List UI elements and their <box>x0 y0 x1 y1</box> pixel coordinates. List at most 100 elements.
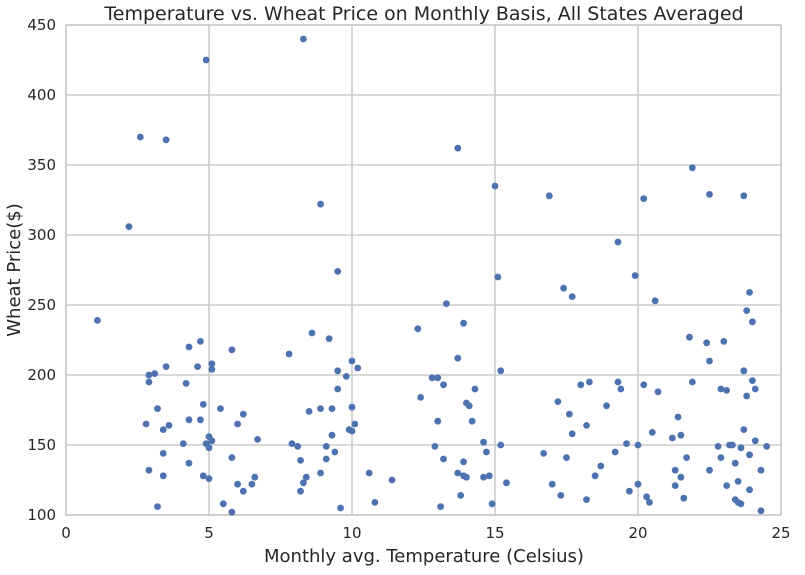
data-point <box>483 448 490 456</box>
data-point <box>706 191 713 198</box>
y-tick-label: 100 <box>27 506 56 524</box>
y-tick-label: 450 <box>27 16 56 34</box>
data-point <box>611 448 619 456</box>
data-point <box>125 223 133 231</box>
chart-title: Temperature vs. Wheat Price on Monthly B… <box>103 3 743 25</box>
data-point <box>159 472 167 480</box>
data-point <box>568 430 576 438</box>
data-point <box>654 388 662 396</box>
x-axis-ticks: 0 5 10 15 20 25 <box>61 524 790 542</box>
data-point <box>136 133 144 141</box>
data-point <box>731 459 739 467</box>
data-point <box>434 417 442 425</box>
data-point <box>202 56 210 64</box>
data-point <box>334 385 342 393</box>
data-point <box>417 394 425 401</box>
data-point <box>299 35 307 43</box>
data-point <box>440 455 447 463</box>
data-point <box>414 325 422 333</box>
data-point <box>205 444 213 452</box>
data-point <box>440 381 447 389</box>
data-point <box>749 377 756 384</box>
data-point <box>334 268 342 275</box>
data-point <box>488 500 496 508</box>
data-point <box>706 466 713 474</box>
data-point <box>342 373 350 380</box>
data-point <box>545 192 553 200</box>
data-point <box>757 466 765 474</box>
data-point <box>563 454 570 461</box>
data-point <box>717 385 725 393</box>
data-point <box>208 360 216 368</box>
data-point <box>540 450 548 457</box>
data-point <box>317 405 324 412</box>
data-point <box>751 385 759 393</box>
data-point <box>626 487 633 495</box>
data-point <box>199 401 207 408</box>
data-point <box>723 387 731 394</box>
data-point <box>308 329 316 337</box>
data-point <box>328 431 336 439</box>
data-point <box>217 405 224 412</box>
data-point <box>248 480 256 488</box>
data-point <box>299 479 307 487</box>
y-tick-label: 300 <box>27 226 56 244</box>
y-tick-label: 250 <box>27 296 56 314</box>
x-tick-label: 20 <box>628 524 647 542</box>
y-tick-label: 150 <box>27 436 56 454</box>
data-point <box>142 420 150 428</box>
data-point <box>151 370 159 377</box>
data-point <box>199 472 207 480</box>
data-point <box>565 410 573 418</box>
data-point <box>688 164 696 172</box>
data-point <box>737 444 745 452</box>
data-point <box>749 318 756 326</box>
data-point <box>714 443 722 450</box>
x-axis-label: Monthly avg. Temperature (Celsius) <box>264 546 584 567</box>
data-point <box>740 367 748 375</box>
data-point <box>751 437 759 445</box>
data-point <box>688 378 696 386</box>
data-point <box>228 454 236 461</box>
data-point <box>485 472 493 480</box>
data-point <box>468 417 476 425</box>
data-point <box>480 438 487 446</box>
data-point <box>182 380 190 387</box>
y-axis-label: Wheat Price($) <box>4 203 25 337</box>
data-point <box>728 441 736 449</box>
data-point <box>763 443 771 450</box>
data-point <box>671 482 679 489</box>
data-point <box>145 466 153 474</box>
data-point <box>331 448 339 456</box>
data-point <box>614 378 622 386</box>
data-point <box>740 192 748 200</box>
data-point <box>683 454 691 461</box>
data-point <box>554 398 562 405</box>
data-point <box>614 238 622 246</box>
data-point <box>179 440 187 447</box>
data-point <box>337 504 344 512</box>
data-point <box>197 338 204 345</box>
data-point <box>162 363 170 370</box>
data-point <box>640 381 648 389</box>
x-tick-label: 15 <box>485 524 504 542</box>
data-point <box>388 476 396 484</box>
data-point <box>317 200 324 208</box>
data-point <box>646 499 653 506</box>
data-point <box>634 480 642 488</box>
data-point <box>668 434 676 442</box>
data-point <box>746 486 753 494</box>
data-point <box>145 378 153 386</box>
data-point <box>348 403 356 411</box>
data-point <box>454 144 462 152</box>
data-point <box>228 508 236 516</box>
data-point <box>234 480 242 488</box>
data-point <box>154 405 161 412</box>
data-point <box>354 364 362 372</box>
data-point <box>494 273 502 281</box>
data-point <box>208 366 216 373</box>
data-point <box>317 469 324 477</box>
x-tick-label: 25 <box>771 524 790 542</box>
data-point <box>294 443 302 450</box>
data-point <box>597 462 605 470</box>
